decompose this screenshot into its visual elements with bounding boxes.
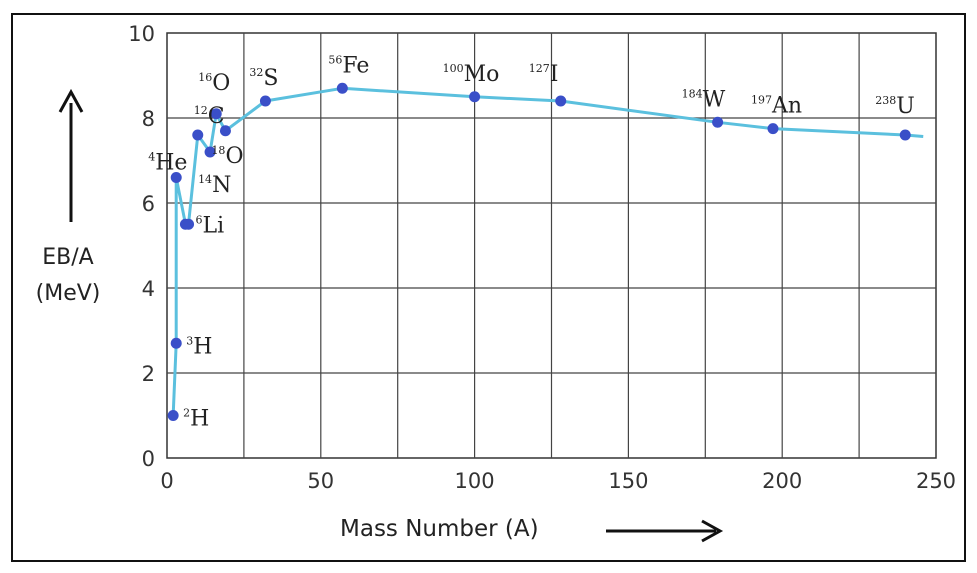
data-point bbox=[183, 218, 195, 230]
x-tick-label: 50 bbox=[307, 469, 334, 493]
data-point bbox=[336, 82, 348, 94]
mass-number: 127 bbox=[529, 62, 550, 75]
nuclide-label: 197An bbox=[751, 94, 802, 119]
y-tick-label: 10 bbox=[128, 22, 155, 46]
y-tick-label: 0 bbox=[142, 447, 155, 471]
data-point bbox=[767, 123, 779, 135]
y-axis-arrow-head bbox=[58, 88, 84, 113]
mass-number: 2 bbox=[183, 407, 190, 420]
data-point bbox=[712, 116, 724, 128]
y-tick-label: 2 bbox=[142, 362, 155, 386]
nuclide-label: 56Fe bbox=[328, 53, 369, 78]
x-axis-arrow-head bbox=[701, 519, 724, 543]
nuclide-label: 238U bbox=[875, 94, 915, 119]
mass-number: 238 bbox=[875, 94, 896, 107]
element-symbol: He bbox=[155, 151, 187, 176]
x-tick-label: 200 bbox=[762, 469, 802, 493]
nuclide-label: 12C bbox=[194, 104, 225, 129]
element-symbol: H bbox=[193, 334, 212, 359]
element-symbol: H bbox=[190, 407, 209, 432]
data-point bbox=[210, 108, 222, 120]
x-tick-label: 150 bbox=[608, 469, 648, 493]
element-symbol: I bbox=[550, 62, 559, 87]
nuclide-label: 127I bbox=[529, 62, 559, 87]
data-point bbox=[259, 95, 271, 107]
mass-number: 16 bbox=[198, 71, 212, 84]
mass-number: 100 bbox=[443, 62, 464, 75]
mass-number: 4 bbox=[148, 151, 155, 164]
element-symbol: W bbox=[703, 87, 726, 112]
element-symbol: Mo bbox=[464, 62, 500, 87]
nuclide-label: 3H bbox=[186, 334, 212, 359]
data-point bbox=[170, 172, 182, 183]
nuclide-label: 4He bbox=[148, 151, 187, 176]
element-symbol: O bbox=[212, 71, 230, 96]
nuclide-label: 2H bbox=[183, 407, 209, 432]
mass-number: 32 bbox=[249, 66, 263, 79]
element-symbol: O bbox=[225, 144, 243, 169]
data-point bbox=[899, 129, 911, 141]
mass-number: 14 bbox=[198, 173, 212, 186]
nuclide-label: 32S bbox=[249, 66, 278, 91]
nuclide-label: 16O bbox=[198, 71, 230, 96]
data-point bbox=[204, 146, 216, 158]
element-symbol: Fe bbox=[342, 53, 369, 78]
mass-number: 18 bbox=[211, 144, 225, 157]
x-tick-label: 0 bbox=[160, 469, 173, 493]
element-symbol: Li bbox=[202, 213, 224, 238]
nuclide-label: 18O bbox=[211, 144, 243, 169]
x-tick-label: 250 bbox=[916, 469, 956, 493]
mass-number: 12 bbox=[194, 104, 208, 117]
nuclide-label: 14N bbox=[198, 173, 231, 198]
element-symbol: An bbox=[771, 94, 802, 119]
data-point bbox=[170, 337, 182, 349]
data-point bbox=[192, 129, 204, 141]
mass-number: 56 bbox=[328, 53, 342, 66]
element-symbol: U bbox=[896, 94, 915, 119]
x-axis-label: Mass Number (A) bbox=[340, 516, 539, 542]
mass-number: 6 bbox=[195, 213, 202, 226]
y-tick-label: 6 bbox=[142, 192, 155, 216]
element-symbol: N bbox=[212, 173, 231, 198]
data-point bbox=[469, 91, 481, 103]
y-axis-label-line1: EB/A bbox=[42, 245, 93, 270]
element-symbol: C bbox=[208, 104, 225, 129]
y-tick-label: 4 bbox=[142, 277, 155, 301]
mass-number: 197 bbox=[751, 94, 772, 107]
data-point bbox=[555, 95, 567, 107]
mass-number: 184 bbox=[682, 87, 703, 100]
element-symbol: S bbox=[263, 66, 278, 91]
nuclide-label: 6Li bbox=[195, 213, 224, 238]
nuclide-label: 100Mo bbox=[443, 62, 500, 87]
nuclide-label: 184W bbox=[682, 87, 726, 112]
y-tick-label: 8 bbox=[142, 107, 155, 131]
x-tick-label: 100 bbox=[455, 469, 495, 493]
mass-number: 3 bbox=[186, 334, 193, 347]
data-point bbox=[219, 125, 231, 137]
data-point bbox=[167, 410, 179, 421]
y-axis-label-line2: (MeV) bbox=[36, 281, 101, 306]
